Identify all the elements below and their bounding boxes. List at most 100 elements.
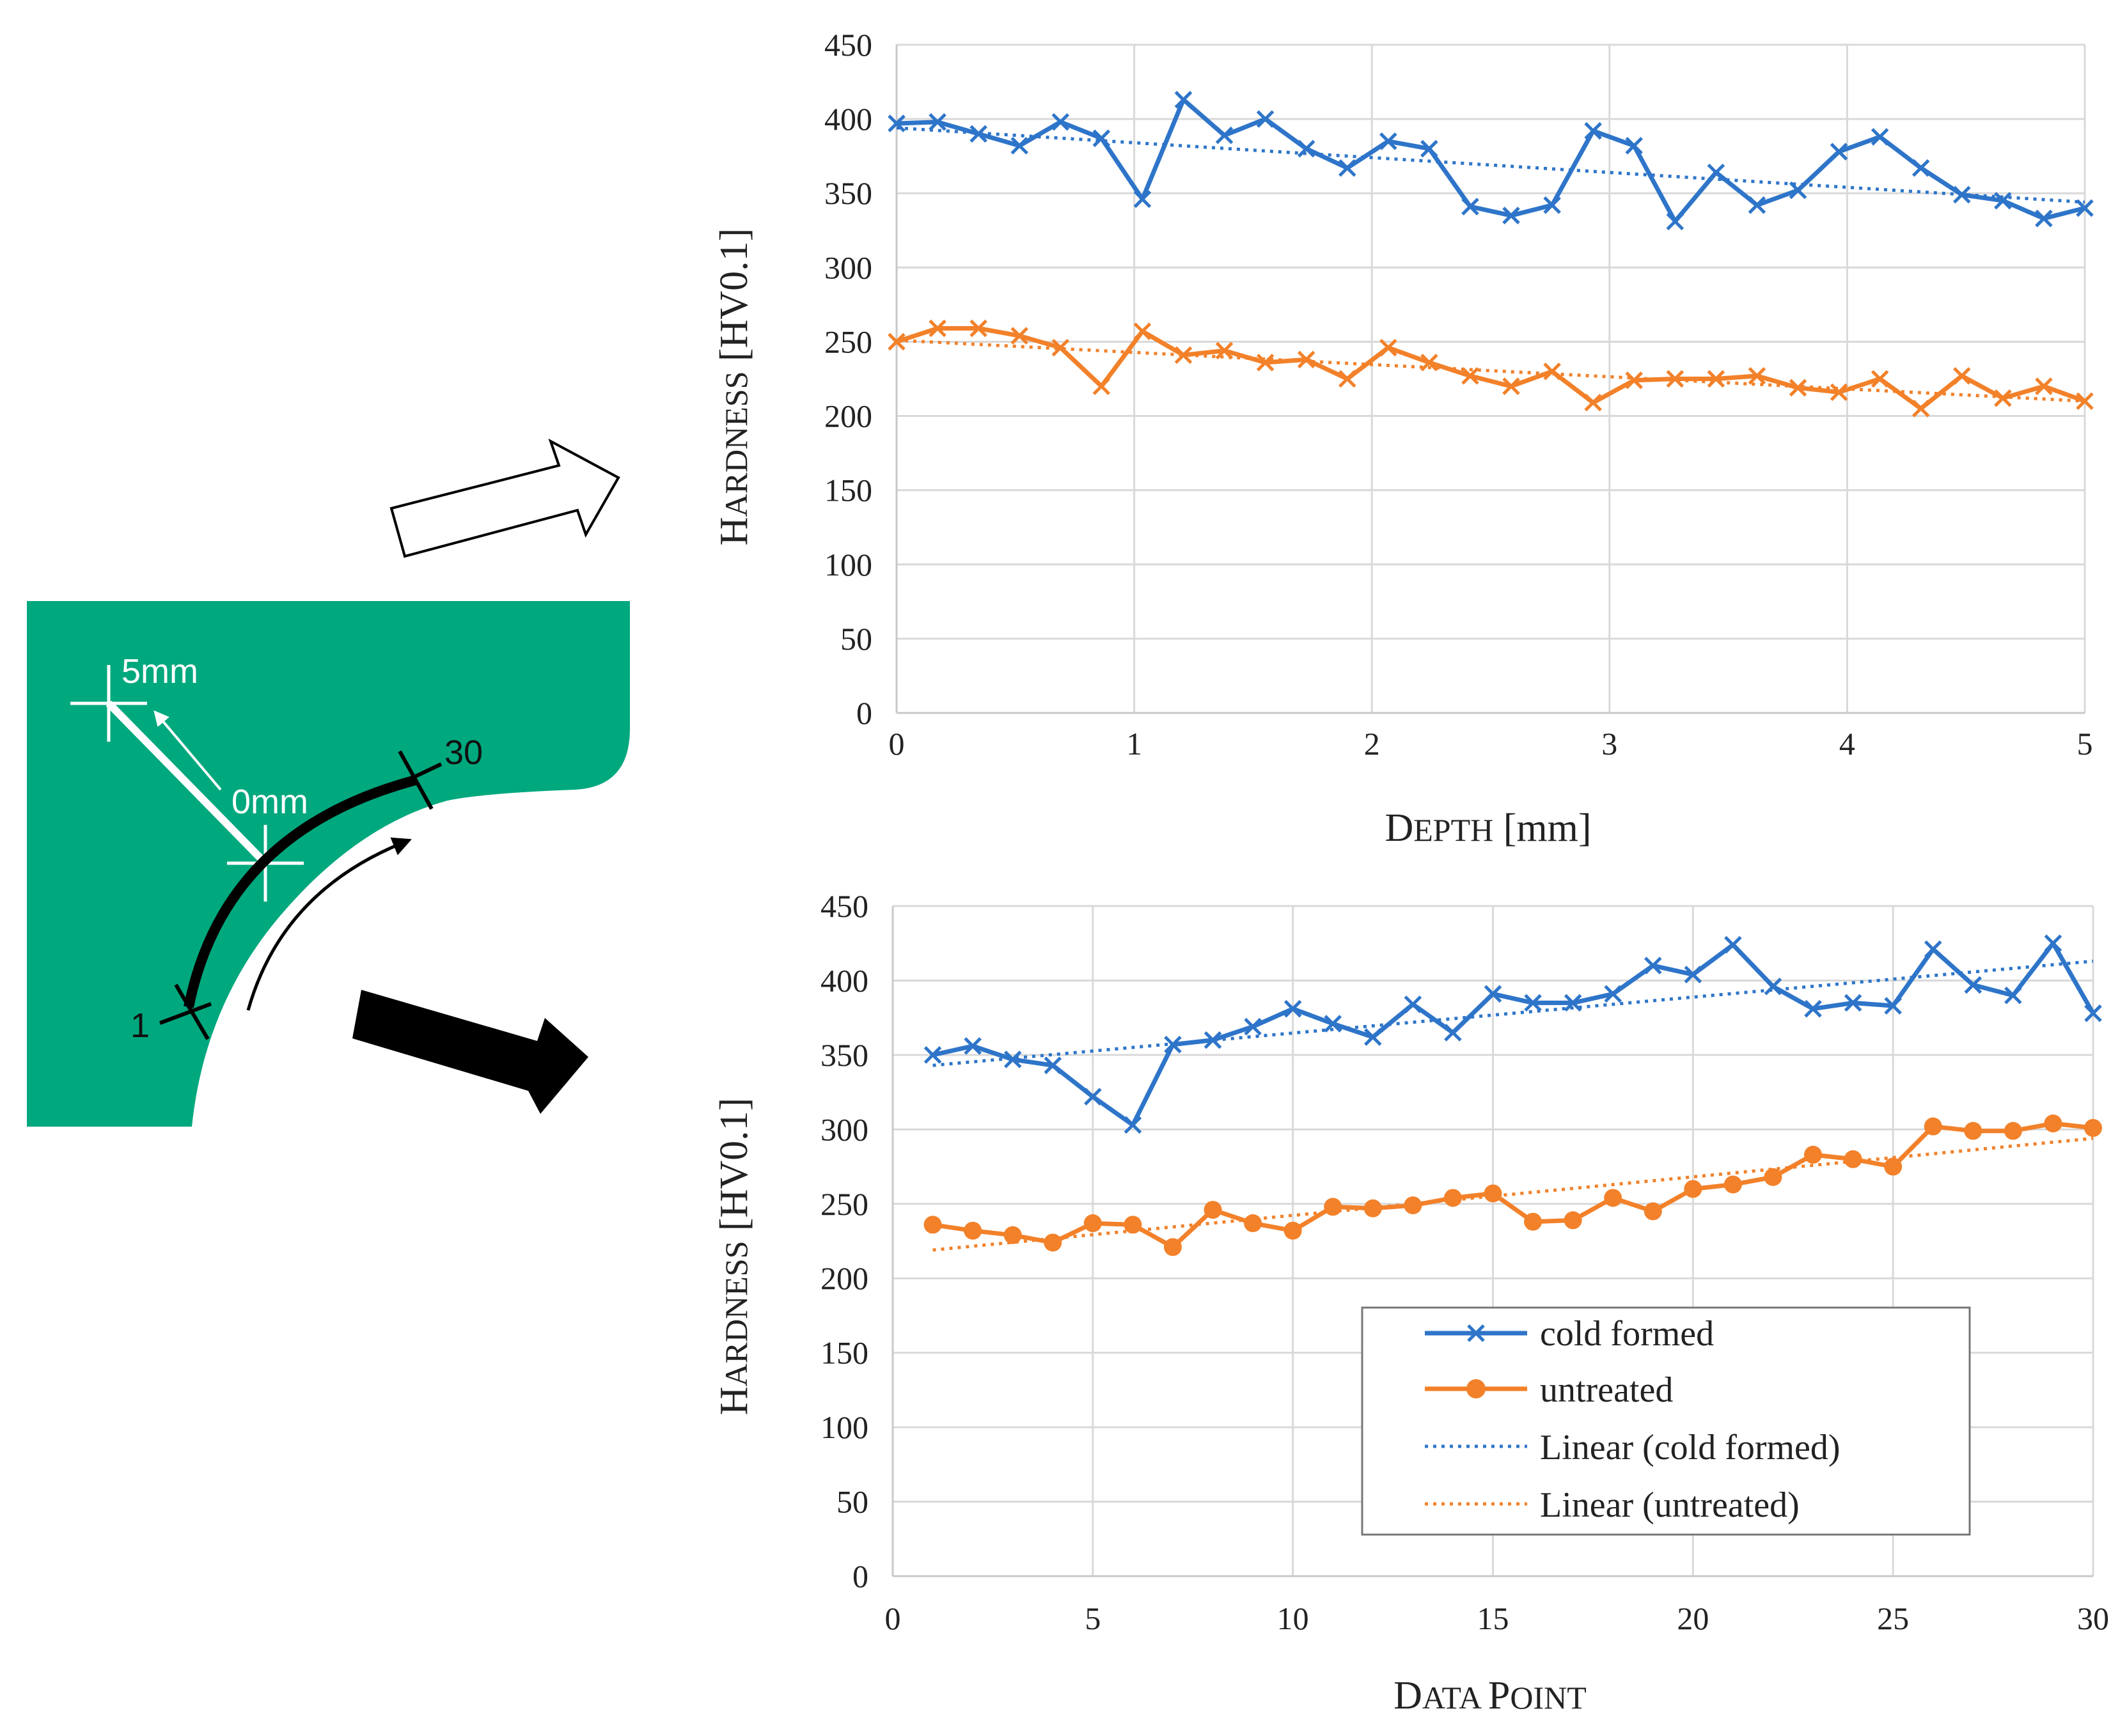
depth-direction-arrow-icon [153,710,222,791]
data-point-cold-formed [1584,121,1602,140]
x-tick-label: 10 [1277,1600,1309,1636]
data-point-cold-formed [1174,91,1193,109]
solid-arrow-to-datapoint-chart-icon [352,990,588,1114]
data-point-untreated [1404,1196,1422,1215]
data-point-untreated [964,1221,982,1240]
data-point-untreated [2004,1122,2022,1140]
data-point-untreated [1324,1198,1342,1216]
data-point-untreated [1420,354,1438,371]
label-5mm: 5mm [122,652,198,691]
measurement-direction-arrow-icon [246,837,412,1011]
data-point-untreated [1964,1122,1982,1140]
datapoint-chart-x-label: DATA POINT [1393,1674,1587,1717]
data-point-cold-formed [1444,1024,1462,1042]
data-point-cold-formed [1092,129,1111,148]
depth-chart-grid [895,43,2086,714]
y-tick-label: 350 [820,1037,868,1073]
legend-item-linear-untreated: Linear (untreated) [1425,1485,1800,1525]
data-point-cold-formed [1764,977,1782,996]
data-point-cold-formed [1911,159,1930,177]
data-point-untreated [1584,393,1602,412]
data-point-cold-formed [929,113,946,131]
section-body [27,601,630,1127]
y-tick-label: 100 [820,1409,868,1445]
data-point-cold-formed [1010,137,1028,155]
data-point-cold-formed [1256,110,1275,128]
data-point-untreated [1092,377,1111,395]
data-point-untreated [1044,1233,1062,1252]
chart-legend: cold formed untreated Linear (cold forme… [1361,1306,1971,1536]
y-tick-label: 0 [852,1558,868,1594]
data-point-untreated [1844,1150,1862,1168]
data-point-untreated [2044,1114,2062,1133]
series-line-untreated [895,326,2086,411]
trendline-linear-untreated [932,1136,2094,1252]
trendline-linear-untreated [896,338,2085,403]
data-point-untreated [1215,341,1234,360]
y-tick-label: 50 [836,1484,868,1520]
legend-label-untreated: untreated [1540,1370,1673,1410]
y-tick-label: 150 [824,473,872,508]
data-point-cold-formed [1604,985,1622,1003]
data-point-cold-formed [1644,957,1662,974]
data-point-untreated [1789,379,1807,397]
data-point-cold-formed [2084,1004,2102,1022]
crosshair-5mm-icon [70,665,147,742]
y-tick-label: 250 [824,324,872,359]
data-point-cold-formed [1338,159,1356,177]
y-tick-label: 350 [824,175,872,211]
data-point-cold-formed [923,1046,942,1064]
depth-chart-y-ticks: 0 50 100 150 200 250 300 350 400 450 [824,27,872,731]
datapoint-chart-y-ticks: 0 50 100 150 200 250 300 350 400 450 [820,888,868,1594]
data-point-untreated [923,1216,942,1234]
y-tick-label: 250 [820,1186,868,1222]
y-tick-label: 300 [820,1111,868,1147]
data-point-untreated [2076,392,2094,411]
x-tick-label: 25 [1877,1600,1909,1636]
y-tick-label: 450 [820,888,868,924]
label-point-30: 30 [444,733,483,772]
data-point-untreated [929,319,946,338]
data-point-cold-formed [1804,999,1822,1018]
datapoint-chart-series [923,934,2102,1256]
data-point-untreated [1666,370,1684,388]
data-point-cold-formed [1215,126,1234,145]
y-tick-label: 50 [840,621,872,657]
data-point-untreated [1524,1212,1542,1231]
label-0mm: 0mm [232,783,308,821]
data-point-untreated [1174,346,1193,364]
y-tick-label: 400 [824,101,872,137]
data-point-cold-formed [1724,935,1742,954]
series-line-untreated [932,1121,2094,1249]
data-point-untreated [1543,363,1561,380]
data-point-untreated [1564,1211,1582,1230]
x-tick-label: 5 [1085,1600,1101,1636]
data-point-cold-formed [1924,940,1942,958]
y-tick-label: 300 [824,249,872,285]
data-point-untreated [1338,370,1356,388]
depth-chart-x-label: DEPTH [mm] [1385,806,1591,850]
data-point-untreated [1830,383,1848,402]
data-point-untreated [2084,1119,2102,1138]
legend-label-linear-cold-formed: Linear (cold formed) [1540,1428,1841,1467]
data-point-cold-formed [1124,1116,1142,1134]
y-tick-label: 200 [824,398,872,434]
data-point-cold-formed [888,114,906,132]
arc-start-tick-icon [159,983,212,1040]
cross-section-diagram: 5mm 0mm 1 30 [27,601,630,1127]
data-point-untreated [1003,1226,1022,1244]
data-point-cold-formed [964,1037,982,1055]
x-tick-label: 4 [1839,726,1855,762]
y-tick-label: 100 [824,547,872,583]
legend-x-marker-icon [1467,1324,1485,1342]
x-tick-label: 5 [2077,726,2093,762]
data-point-untreated [1924,1117,1942,1136]
data-point-cold-formed [1844,994,1862,1012]
data-point-cold-formed [1324,1015,1342,1033]
data-point-cold-formed [1204,1031,1222,1049]
data-point-untreated [1884,1157,1903,1176]
data-point-cold-formed [2076,199,2094,217]
data-point-cold-formed [1964,976,1982,994]
trendline-linear-cold-formed [896,126,2085,204]
